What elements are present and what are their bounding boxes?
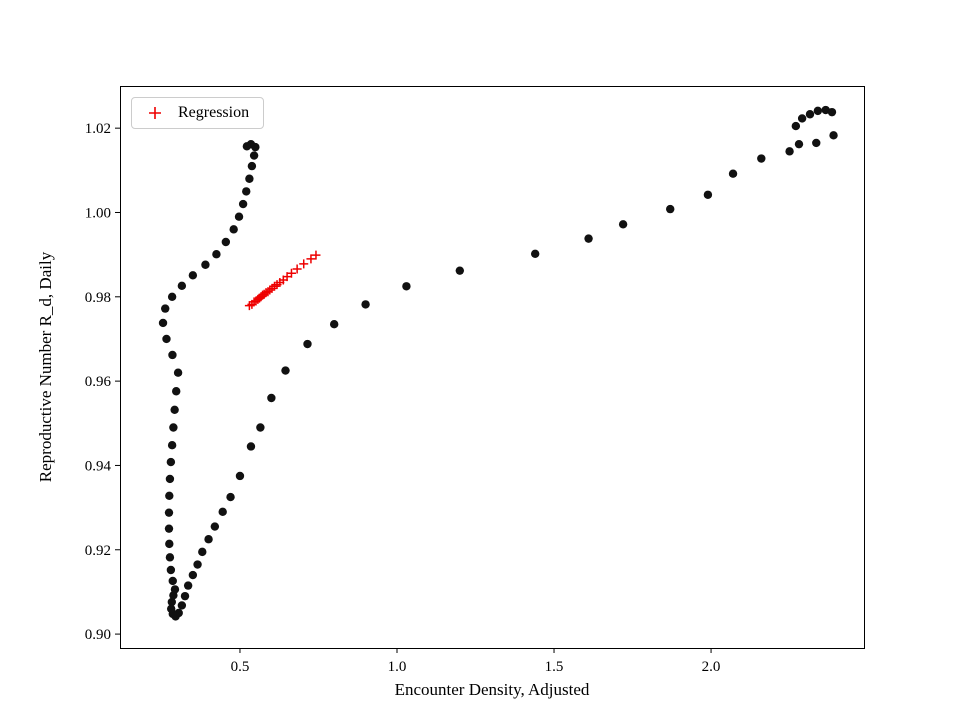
data-point [794,139,804,149]
y-axis-label: Reproductive Number R_d, Daily [36,251,55,483]
data-point [218,507,227,517]
data-point [829,131,838,140]
data-point [212,250,221,259]
data-point [785,147,794,156]
legend-label: Regression [178,104,250,121]
data-point [165,474,175,484]
data-point [201,260,210,269]
regression-point [292,264,302,274]
data-point [618,220,628,229]
axes-spines [120,86,865,649]
data-point [303,339,312,349]
regression-point [286,268,296,278]
x-tick-label: 1.0 [388,659,407,675]
data-point [666,204,675,214]
data-point [166,604,176,613]
data-point [162,334,171,344]
data-point [164,524,174,533]
data-point [245,174,254,183]
data-point [167,292,177,302]
data-point [170,405,179,414]
y-tick-label: 1.02 [85,121,111,137]
data-point [256,423,265,432]
legend: Regression [131,97,265,129]
regression-point [265,285,275,295]
data-point [791,121,801,131]
y-tick-label: 0.90 [85,627,111,643]
data-point [267,393,276,403]
data-point [180,591,190,601]
x-tick-label: 2.0 [702,659,721,675]
data-point [455,266,465,275]
data-point [247,161,257,171]
data-point [161,304,170,313]
data-point [402,282,411,291]
data-point [813,106,823,116]
data-point [183,581,193,590]
y-tick-label: 0.92 [85,543,111,559]
data-point [361,300,370,309]
data-point [166,457,176,467]
data-point [165,553,175,562]
data-point [249,151,259,160]
data-point [168,350,177,360]
data-point [805,110,815,119]
data-point [204,535,213,544]
data-point [193,560,202,569]
data-point [188,271,198,280]
data-point [757,154,766,163]
data-point [797,114,807,123]
regression-point [311,250,321,260]
data-point [728,169,738,178]
data-point [226,492,235,502]
data-point [238,199,248,209]
data-point [234,212,244,221]
data-point [221,237,231,247]
data-point [167,597,177,607]
data-point [210,522,220,531]
data-point [177,281,187,291]
data-point [170,585,180,594]
data-point [168,576,177,586]
data-point [242,187,251,196]
data-point [584,234,593,243]
y-tick-label: 0.98 [85,290,111,306]
data-point [188,570,198,580]
data-point [165,539,174,549]
y-tick-label: 0.96 [85,374,112,390]
regression-plus-icon [149,107,161,119]
data-point [158,318,168,328]
data-point [703,190,713,199]
y-tick-label: 1.00 [85,205,111,221]
data-point [329,320,339,329]
data-point [165,491,174,501]
data-point [173,368,183,377]
x-tick-label: 1.5 [545,659,564,675]
data-point [827,107,837,117]
data-point [172,387,181,396]
data-point [242,142,252,151]
data-point [169,423,178,432]
x-tick-label: 0.5 [231,659,250,675]
data-point [198,547,207,557]
regression-point [299,259,309,269]
y-tick-label: 0.94 [85,458,112,474]
data-point [229,225,238,234]
data-point [235,471,245,481]
data-point [177,601,187,610]
regression-point [306,254,316,264]
data-point [246,442,256,451]
data-point [166,565,176,575]
x-axis-label: Encounter Density, Adjusted [394,680,590,699]
data-point [530,249,540,258]
data-point [167,441,177,450]
data-point [281,366,290,375]
data-point [164,508,174,517]
data-point [812,138,821,148]
